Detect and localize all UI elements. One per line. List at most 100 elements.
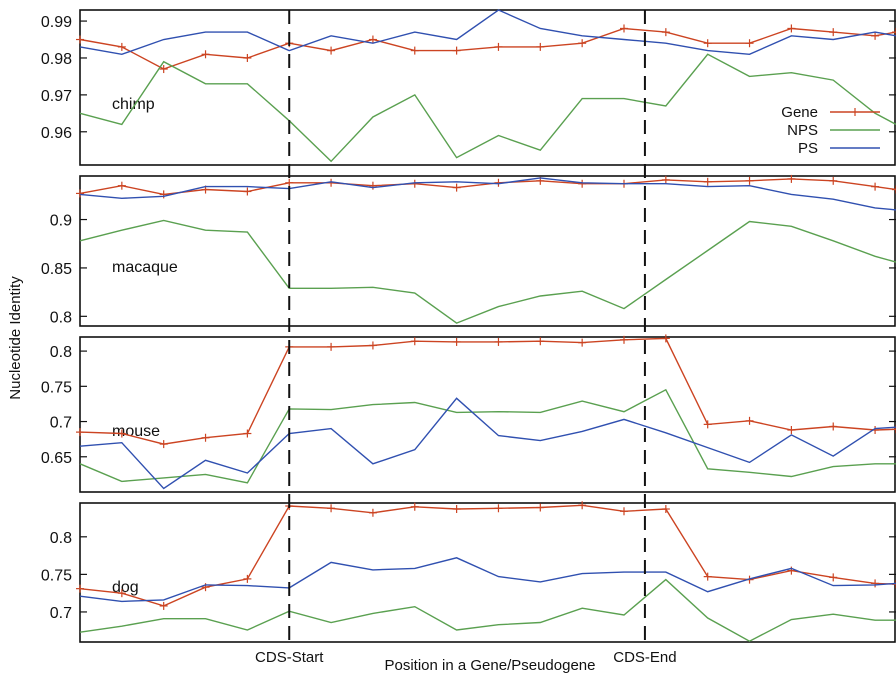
legend-label: PS xyxy=(798,140,818,157)
gene-point-marker xyxy=(661,334,670,343)
y-tick-label: 0.7 xyxy=(50,415,72,432)
gene-point-marker xyxy=(117,429,126,438)
gene-point-marker xyxy=(76,189,84,198)
gene-point-marker xyxy=(368,341,377,350)
gene-point-marker xyxy=(892,28,896,37)
series-line-ps xyxy=(79,397,896,490)
gene-point-marker xyxy=(536,42,545,51)
series-line-nps xyxy=(79,388,896,484)
y-tick-label: 0.85 xyxy=(41,261,72,278)
y-tick-label: 0.75 xyxy=(41,567,72,584)
gene-point-marker xyxy=(578,39,587,48)
gene-point-marker xyxy=(117,42,126,51)
gene-point-marker xyxy=(201,50,210,59)
gene-point-marker xyxy=(76,428,84,437)
gene-point-marker xyxy=(578,338,587,347)
y-tick-label: 0.97 xyxy=(41,88,72,105)
gene-point-marker xyxy=(243,187,252,196)
gene-point-marker xyxy=(661,28,670,37)
gene-point-marker xyxy=(494,504,503,513)
gene-point-marker xyxy=(327,342,336,351)
gene-point-marker xyxy=(536,337,545,346)
y-tick-label: 0.75 xyxy=(41,379,72,396)
panel-chimp: 0.96 0.97 0.98 0.99 chimp xyxy=(41,9,896,166)
series-line-gene xyxy=(79,504,896,607)
gene-point-marker xyxy=(76,35,84,44)
gene-point-marker xyxy=(703,420,712,429)
gene-point-marker xyxy=(410,46,419,55)
panel-label: dog xyxy=(112,579,139,596)
gene-point-marker xyxy=(892,185,896,194)
series-line-nps xyxy=(79,219,896,324)
series-line-gene xyxy=(79,337,896,445)
gene-point-marker xyxy=(368,508,377,517)
gene-point-marker xyxy=(703,39,712,48)
gene-point-marker xyxy=(117,181,126,190)
gene-point-marker xyxy=(243,574,252,583)
y-tick-label: 0.7 xyxy=(50,605,72,622)
y-tick-label: 0.99 xyxy=(41,14,72,31)
legend-label: Gene xyxy=(781,104,818,121)
gene-point-marker xyxy=(620,335,628,344)
gene-point-marker xyxy=(159,440,168,449)
gene-point-marker xyxy=(452,337,461,346)
gene-point-marker xyxy=(703,177,712,186)
gene-point-marker xyxy=(327,46,336,55)
panel-frame xyxy=(79,336,896,493)
cds-marker-label: CDS-Start xyxy=(255,649,324,666)
gene-point-marker xyxy=(410,502,419,511)
series-line-nps xyxy=(79,53,896,163)
panel-dog: 0.7 0.75 0.8 dog xyxy=(41,501,896,643)
cds-marker-label: CDS-End xyxy=(613,649,676,666)
gene-point-marker xyxy=(159,190,168,199)
gene-point-marker xyxy=(452,505,461,514)
gene-point-marker xyxy=(452,46,461,55)
gene-point-marker xyxy=(368,181,377,190)
gene-point-marker xyxy=(368,35,377,44)
gene-point-marker xyxy=(494,337,503,346)
panel-mouse: 0.65 0.7 0.75 0.8 mouse xyxy=(41,334,896,493)
gene-point-marker xyxy=(703,572,712,581)
panel-frame xyxy=(79,175,896,327)
gene-point-marker xyxy=(871,182,880,191)
y-axis-label: Nucleotide Identity xyxy=(7,276,24,400)
series-line-ps xyxy=(79,9,896,56)
panel-label: macaque xyxy=(112,259,178,276)
legend-label: NPS xyxy=(787,122,818,139)
panel-label: mouse xyxy=(112,423,160,440)
gene-point-marker xyxy=(494,42,503,51)
gene-point-marker xyxy=(243,53,252,62)
series-line-ps xyxy=(79,177,896,211)
series-line-ps xyxy=(79,557,896,603)
gene-point-marker xyxy=(117,589,126,598)
gene-point-marker xyxy=(787,426,796,434)
gene-point-marker xyxy=(452,183,461,192)
gene-point-marker xyxy=(871,31,880,40)
series-line-gene xyxy=(79,27,896,70)
gene-point-marker xyxy=(871,579,880,588)
y-tick-label: 0.9 xyxy=(50,213,72,230)
gene-point-marker xyxy=(201,433,210,442)
gene-point-marker xyxy=(745,39,754,48)
gene-point-marker xyxy=(159,601,168,610)
gene-point-marker xyxy=(620,507,628,516)
series-line-nps xyxy=(79,578,896,642)
gene-point-marker xyxy=(620,24,628,33)
gene-point-marker xyxy=(829,422,838,431)
gene-point-marker xyxy=(787,174,796,183)
panel-label: chimp xyxy=(112,96,155,113)
panel-macaque: 0.8 0.85 0.9 macaque xyxy=(41,174,896,327)
y-tick-label: 0.96 xyxy=(41,125,72,142)
gene-point-marker xyxy=(661,175,670,184)
gene-point-marker xyxy=(285,178,294,187)
y-tick-label: 0.8 xyxy=(50,309,72,326)
y-tick-label: 0.8 xyxy=(50,530,72,547)
gene-point-marker xyxy=(745,176,754,185)
gene-point-marker xyxy=(892,425,896,434)
gene-point-marker xyxy=(578,179,587,188)
panel-frame xyxy=(79,9,896,166)
gene-point-marker xyxy=(327,504,336,513)
